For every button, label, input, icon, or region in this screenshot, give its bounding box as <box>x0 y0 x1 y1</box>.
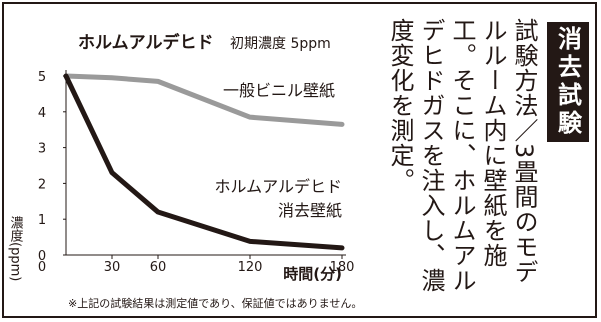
series-label-2b: 消去壁紙 <box>278 201 342 220</box>
chart-subtitle: 初期濃度 5ppm <box>230 35 331 52</box>
x-tick-label: 60 <box>150 260 167 275</box>
x-tick-label: 180 <box>330 260 355 275</box>
y-tick-label: 2 <box>38 177 46 192</box>
y-tick-label: 4 <box>38 106 46 121</box>
y-tick-label: 3 <box>38 142 46 157</box>
test-badge-label: 消去試験 <box>553 26 582 138</box>
series-label-2: ホルムアルデヒド <box>214 177 342 196</box>
line-chart: ホルムアルデヒド 初期濃度 5ppm 濃度(ppm) 0 1 2 3 4 5 0 30 60 12… <box>8 32 363 310</box>
y-axis-label: 濃度(ppm) <box>8 216 24 281</box>
series-line-2 <box>63 73 345 251</box>
y-tick-label: 5 <box>38 70 46 85</box>
y-tick-label: 1 <box>38 213 46 228</box>
series-label-1: 一般ビニル壁紙 <box>223 81 335 100</box>
x-tick-label: 30 <box>104 260 121 275</box>
series-line-1 <box>63 73 345 127</box>
chart-panel: ホルムアルデヒド 初期濃度 5ppm 濃度(ppm) 0 1 2 3 4 5 0 30 60 12… <box>2 2 597 318</box>
x-tick-label: 120 <box>238 260 263 275</box>
x-axis-label: 時間(分) <box>283 265 342 283</box>
test-badge: 消去試験 <box>547 22 589 142</box>
test-method-note: 試験方法／3畳間のモデルルーム内に壁紙を施工。そこに、ホルムアルデヒドガスを注入… <box>386 18 538 293</box>
footnote: ※上記の試験結果は測定値であり、保証値ではありません。 <box>68 296 362 310</box>
x-tick-label: 0 <box>38 260 46 275</box>
chart-title: ホルムアルデヒド <box>78 32 214 53</box>
y-tick-label: 0 <box>38 249 46 264</box>
